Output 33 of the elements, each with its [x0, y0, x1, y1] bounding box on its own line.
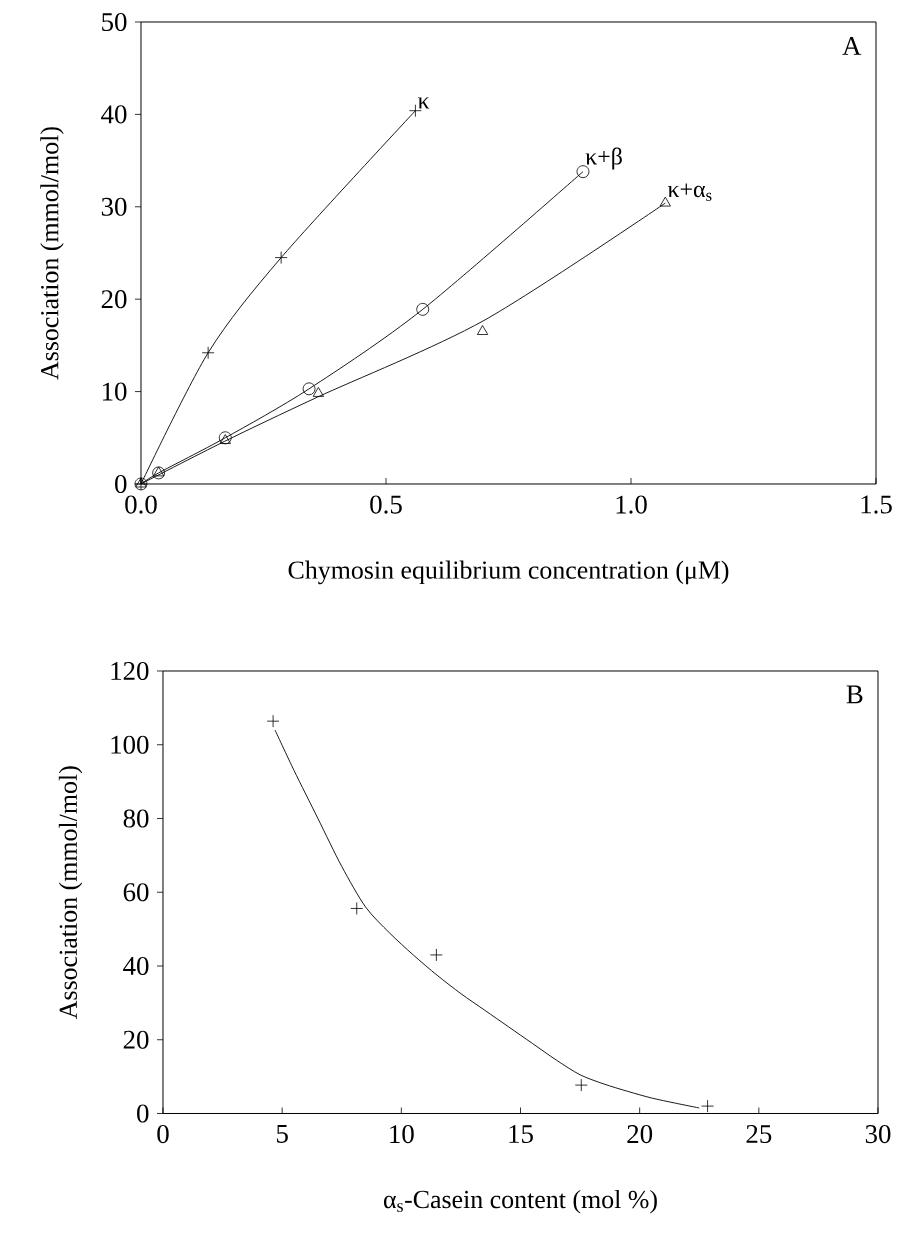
x-tick-label: 0 — [157, 1125, 169, 1144]
x-axis-title: Chymosin equilibrium concentration (μM) — [288, 560, 729, 585]
y-tick-label: 40 — [101, 105, 127, 124]
annotation: A — [842, 37, 862, 55]
x-tick-label: 15 — [509, 1125, 533, 1144]
y-tick-label: 20 — [123, 1030, 149, 1049]
y-tick-label: 30 — [101, 197, 127, 216]
x-tick-label: 1.5 — [861, 495, 892, 514]
annotation: B — [846, 685, 863, 704]
x-tick-label: 0.5 — [370, 495, 402, 514]
x-tick-label: 20 — [627, 1125, 653, 1144]
x-tick-label: 30 — [865, 1125, 891, 1144]
x-tick-label: 5 — [277, 1125, 288, 1143]
y-tick-label: 50 — [102, 12, 127, 32]
y-tick-label: 10 — [102, 382, 127, 401]
y-tick-label: 0 — [115, 474, 127, 494]
series-label: κ+α$_{s}$ — [667, 183, 712, 201]
series-label: κ+β — [585, 147, 622, 170]
y-tick-label: 100 — [111, 735, 149, 754]
y-tick-label: 40 — [123, 956, 149, 976]
x-tick-label: 1.0 — [616, 495, 647, 514]
y-tick-label: 120 — [111, 661, 149, 681]
x-tick-label: 10 — [390, 1125, 414, 1144]
y-tick-label: 20 — [101, 290, 127, 309]
y-axis-title: Association (mmol/mol) — [58, 766, 83, 1019]
series-label: κ — [418, 97, 430, 109]
y-tick-label: 60 — [123, 883, 149, 902]
y-tick-label: 80 — [123, 809, 149, 828]
x-tick-label: 25 — [746, 1125, 772, 1144]
y-tick-label: 0 — [137, 1104, 149, 1123]
x-axis-title: α$_{s}$-Casein content (mol %) — [383, 1190, 657, 1214]
y-axis-title: Association (mmol/mol) — [40, 127, 64, 380]
x-tick-label: 0.0 — [125, 495, 157, 514]
